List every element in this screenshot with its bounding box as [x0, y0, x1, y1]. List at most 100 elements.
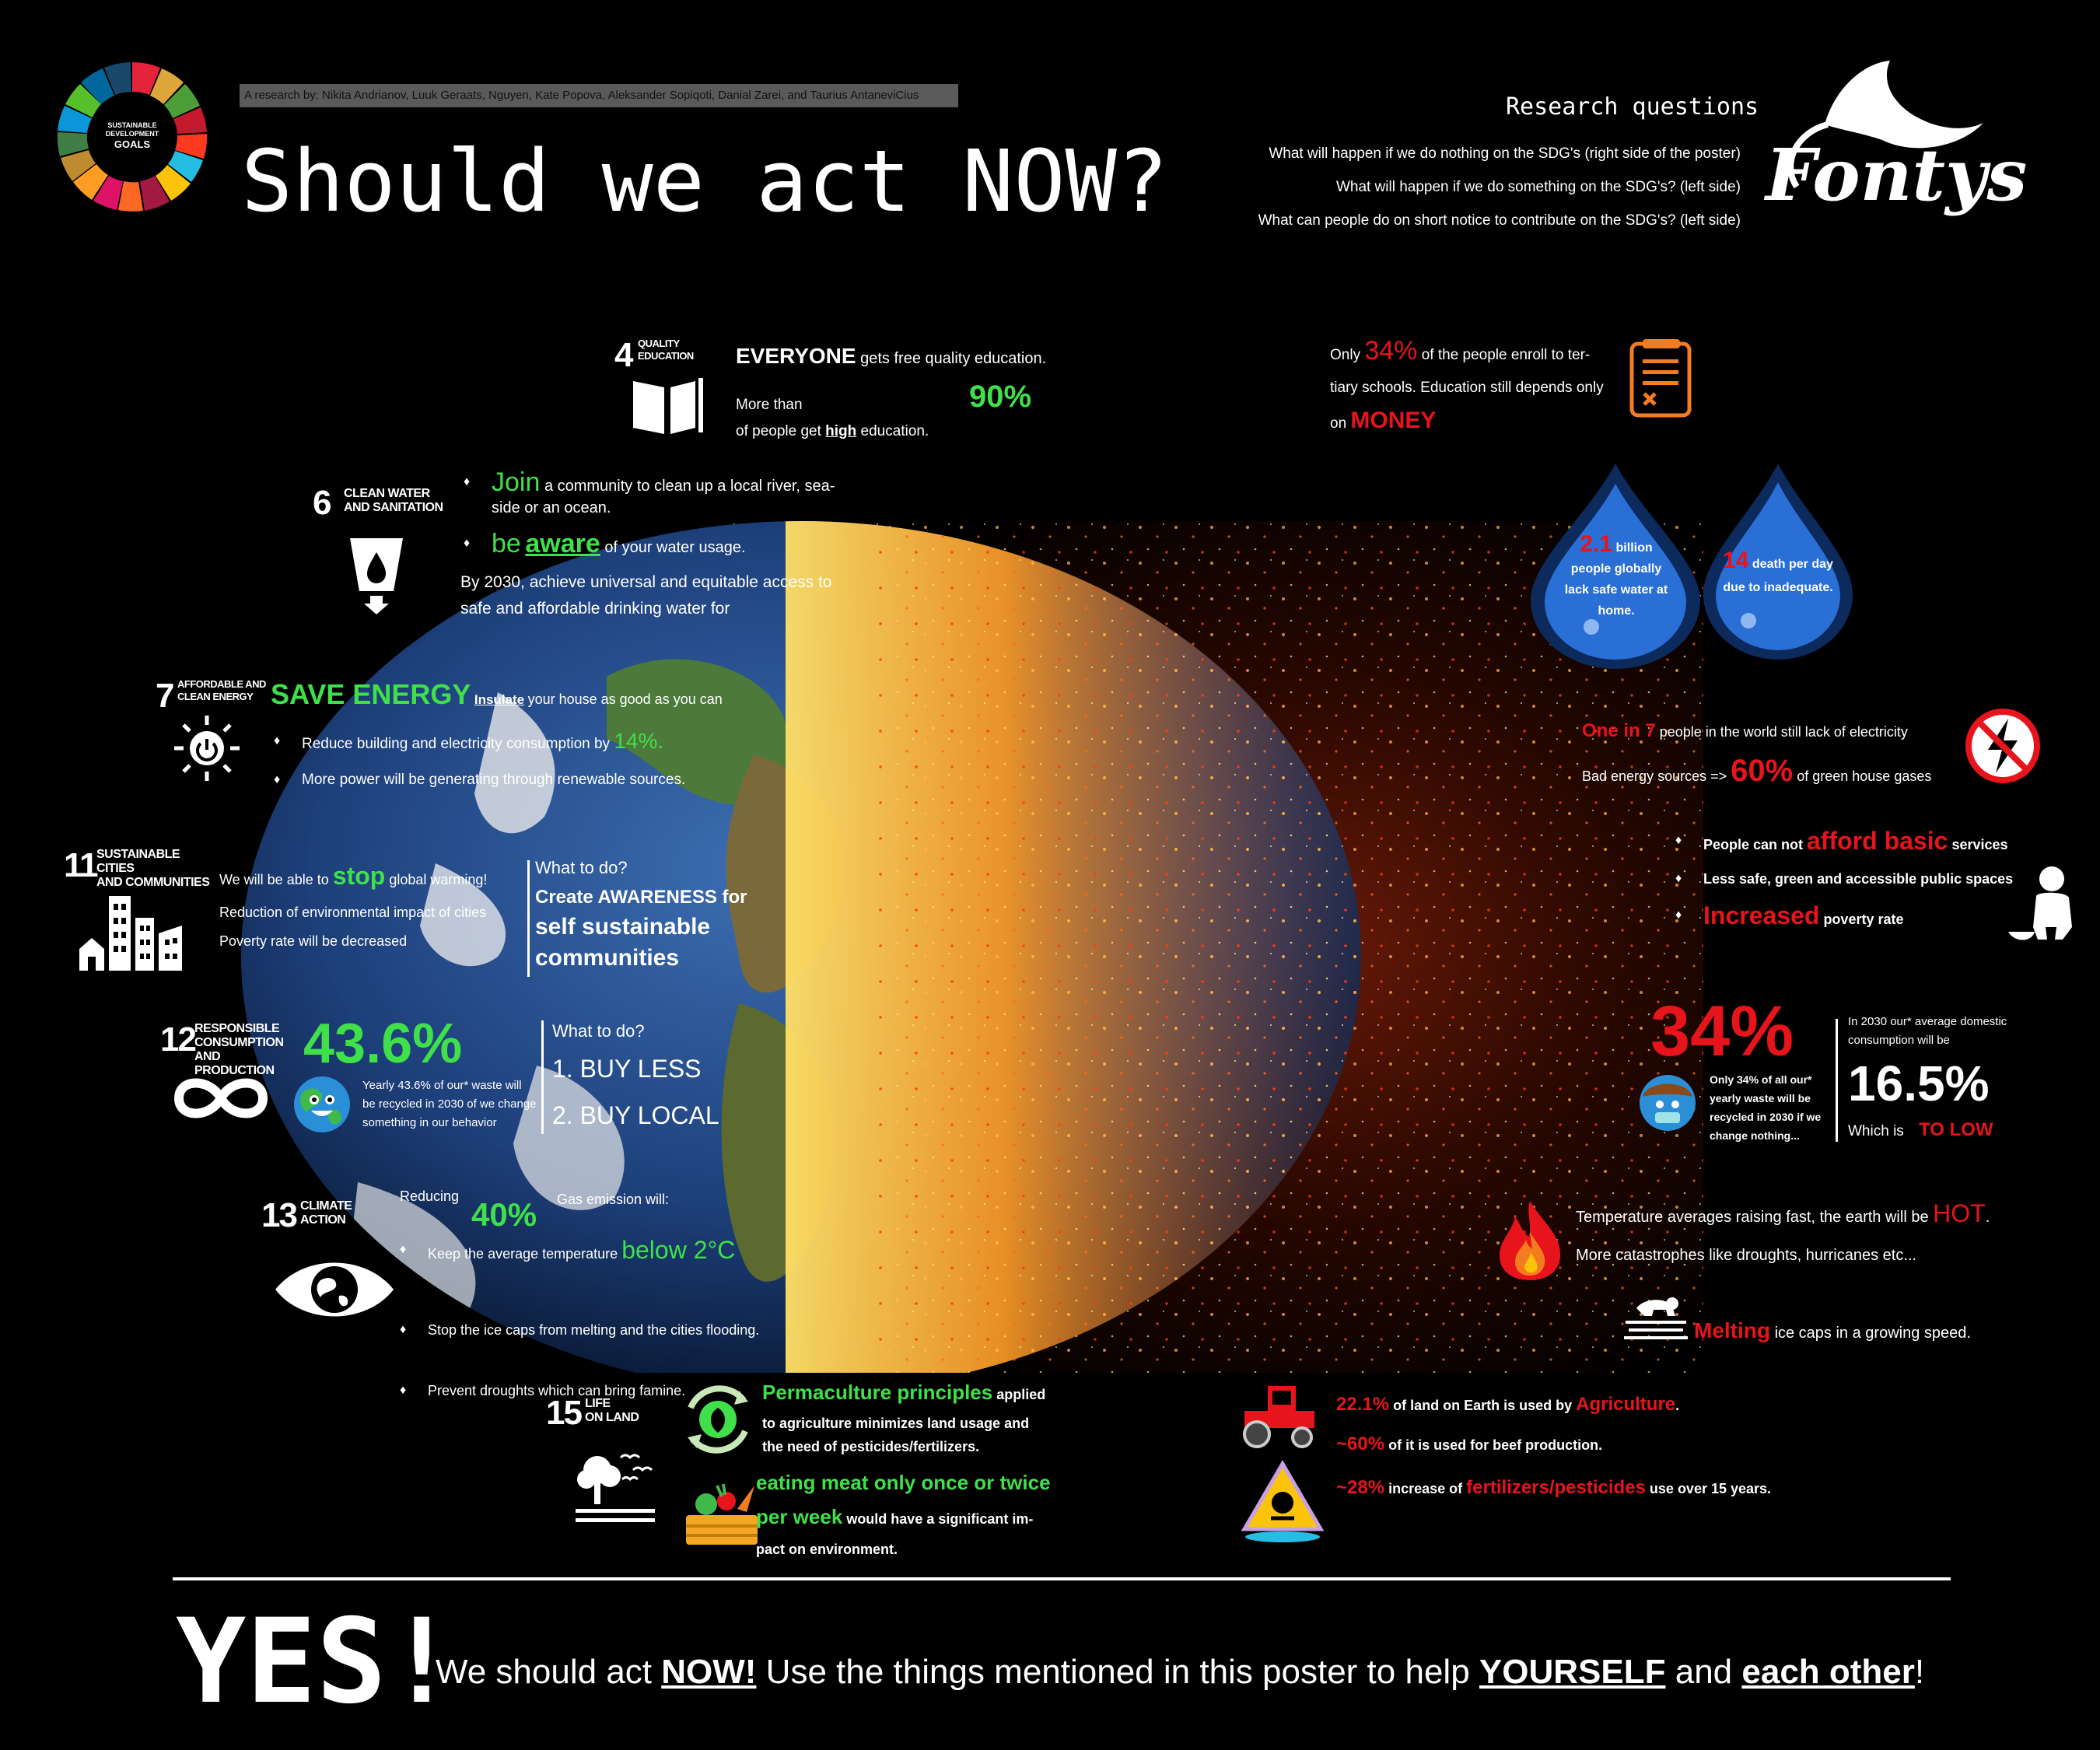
- sdg11-line3: Poverty rate will be decreased: [219, 933, 408, 949]
- background-photo: [241, 521, 1703, 1392]
- sdg-label-line: CLIMATE: [300, 1199, 352, 1213]
- on-text: on: [1330, 415, 1347, 432]
- water-drop-icon: [1531, 464, 1700, 669]
- research-question: What will happen if we do nothing on the…: [1269, 145, 1741, 162]
- increased-highlight: Increased: [1703, 901, 1820, 929]
- infinity-icon: [173, 1073, 269, 1127]
- money-highlight: MONEY: [1350, 408, 1437, 433]
- sdg12-desc-line: be recycled in 2030 of we change: [362, 1097, 537, 1111]
- land-line3-post: use over 15 years.: [1649, 1481, 1772, 1496]
- sdg4-line2-pre: of people get: [736, 423, 821, 439]
- sdg6-join-line1: a community to clean up a local river, s…: [544, 478, 835, 495]
- tractor-icon: [1237, 1380, 1322, 1454]
- education-percent: 34%: [1364, 336, 1418, 366]
- climate-line1-dot: .: [1985, 1209, 1990, 1226]
- footer-now: NOW!: [661, 1653, 757, 1691]
- insulate-text: Insulate: [474, 692, 525, 707]
- sdg-label-line: AND COMMUNITIES: [96, 876, 210, 889]
- consumption-percent: 34%: [1650, 992, 1794, 1071]
- below-2c-highlight: below 2°C: [621, 1236, 736, 1264]
- drop-unit: death per day: [1752, 558, 1833, 571]
- drop-unit: billion: [1615, 541, 1653, 555]
- sdg-label-line: ACTION: [300, 1213, 346, 1227]
- consumption-description: Only 34% of all our* yearly waste will b…: [1710, 1070, 1834, 1145]
- divider: [527, 860, 530, 977]
- save-energy-highlight: SAVE ENERGY: [271, 678, 471, 710]
- sdg12-desc-line: something in our behavior: [362, 1116, 497, 1129]
- sdg15-p2: to agriculture minimizes land usage and: [762, 1416, 1030, 1431]
- page-title: Should we act NOW?: [241, 131, 1169, 231]
- sdg4-line2-post: education.: [860, 423, 929, 439]
- footer-end: !: [1914, 1653, 1925, 1691]
- recycle-leaf-icon: [675, 1377, 761, 1466]
- education-line1: of the people enroll to ter-: [1421, 347, 1591, 363]
- cities-b3-post: poverty rate: [1823, 912, 1904, 927]
- exam-fail-icon: [1629, 338, 1694, 422]
- one-in-7-highlight: One in 7: [1582, 720, 1656, 741]
- energy-line2-post: of green house gases: [1797, 768, 1932, 784]
- melting-line-rest: ice caps in a growing speed.: [1774, 1325, 1971, 1342]
- toxic-warning-icon: [1240, 1459, 1325, 1549]
- consumption-line: In 2030 our* average domestic: [1848, 1015, 2007, 1028]
- sdg15-p1-rest: applied: [996, 1387, 1046, 1402]
- sdg-label: CLIMATE ACTION: [300, 1199, 352, 1227]
- land-percent-2: ~60%: [1336, 1433, 1385, 1454]
- sdg6-goal-line1: By 2030, achieve universal and equitable…: [460, 573, 832, 591]
- sdg-label-line: AFFORDABLE AND: [177, 678, 266, 690]
- sdg-label: SUSTAINABLE CITIES AND COMMUNITIES: [96, 848, 219, 890]
- afford-highlight: afford basic: [1807, 827, 1948, 855]
- sdg-label: CLEAN WATER AND SANITATION: [344, 487, 443, 515]
- sdg6-text: Join a community to clean up a local riv…: [460, 469, 865, 622]
- sdg-label-line: LIFE: [585, 1397, 611, 1410]
- research-question: What will happen if we do something on t…: [1335, 179, 1741, 195]
- sdg15-meat-text: eating meat only once or twice per week …: [756, 1465, 1114, 1563]
- sdg11-line1-pre: We will be able to: [219, 872, 329, 887]
- sdg13-bullet3: Prevent droughts which can bring famine.: [397, 1376, 817, 1405]
- footer-and: and: [1675, 1653, 1733, 1691]
- drop-line: people globally: [1570, 562, 1662, 576]
- sdg4-percent: 90%: [969, 380, 1032, 414]
- melting-highlight: Melting: [1694, 1318, 1770, 1342]
- land-line1-mid: of land on Earth is used by: [1393, 1398, 1573, 1413]
- sdg12-desc-line: Yearly 43.6% of our* waste will: [362, 1079, 522, 1092]
- sdg-wheel-logo: SUSTAINABLE DEVELOPMENT GOALS: [56, 61, 208, 213]
- sdg-logo-line: SUSTAINABLE: [107, 121, 157, 129]
- agriculture-highlight: Agriculture: [1576, 1394, 1676, 1415]
- authors-banner: A research by: Nikita Andrianov, Luuk Ge…: [240, 84, 958, 107]
- consumption-desc-line: yearly waste will be: [1710, 1092, 1811, 1104]
- footer-yourself: YOURSELF: [1479, 1653, 1666, 1691]
- permaculture-highlight: Permaculture principles: [762, 1381, 993, 1404]
- education-line2: tiary schools. Education still depends o…: [1330, 380, 1604, 396]
- energy-right-text: One in 7 people in the world still lack …: [1582, 716, 1963, 796]
- drop-line: home.: [1598, 604, 1635, 618]
- stop-highlight: stop: [332, 862, 386, 890]
- what-to-do-heading: What to do?: [552, 1021, 645, 1041]
- high-highlight: high: [825, 423, 857, 439]
- sdg12-description: Yearly 43.6% of our* waste will be recyc…: [362, 1076, 549, 1132]
- sun-power-icon: [173, 714, 241, 786]
- tree-birds-icon: [572, 1448, 658, 1530]
- melting-line: Melting ice caps in a growing speed.: [1694, 1314, 1971, 1349]
- sdg11-what-to-do: What to do? Create AWARENESS for self su…: [535, 852, 761, 974]
- sdg-label-line: AND PRODUCTION: [194, 1050, 275, 1077]
- sad-earth-icon: [1636, 1072, 1699, 1138]
- happy-earth-icon: [291, 1073, 353, 1139]
- energy-percent: 60%: [1731, 754, 1794, 788]
- sdg13-bullet2: Stop the ice caps from melting and the c…: [397, 1315, 817, 1345]
- eye-earth-icon: [272, 1257, 397, 1326]
- sdg-label-line: ON LAND: [585, 1411, 639, 1424]
- poverty-person-icon: [2007, 865, 2077, 947]
- eating-meat-highlight: eating meat only once or twice: [756, 1471, 1051, 1494]
- fontys-logo: Fontys: [1750, 54, 2030, 226]
- footer-mid: Use the things mentioned in this poster …: [765, 1653, 1470, 1691]
- footer-message: We should act NOW! Use the things mentio…: [436, 1649, 1924, 1696]
- consumption-desc-line: Only 34% of all our*: [1710, 1073, 1812, 1086]
- drop-line: due to inadequate.: [1723, 581, 1833, 594]
- fertilizers-highlight: fertilizers/pesticides: [1466, 1477, 1646, 1498]
- sdg-label-line: QUALITY: [638, 338, 680, 349]
- sdg11-action-line: Create AWARENESS for: [535, 887, 747, 908]
- aware-highlight: aware: [525, 529, 600, 558]
- sdg6-join-line2: side or an ocean.: [492, 499, 611, 516]
- cities-b2: Less safe, green and accessible public s…: [1672, 864, 2022, 894]
- consumption-side: In 2030 our* average domestic consumptio…: [1848, 1013, 2035, 1145]
